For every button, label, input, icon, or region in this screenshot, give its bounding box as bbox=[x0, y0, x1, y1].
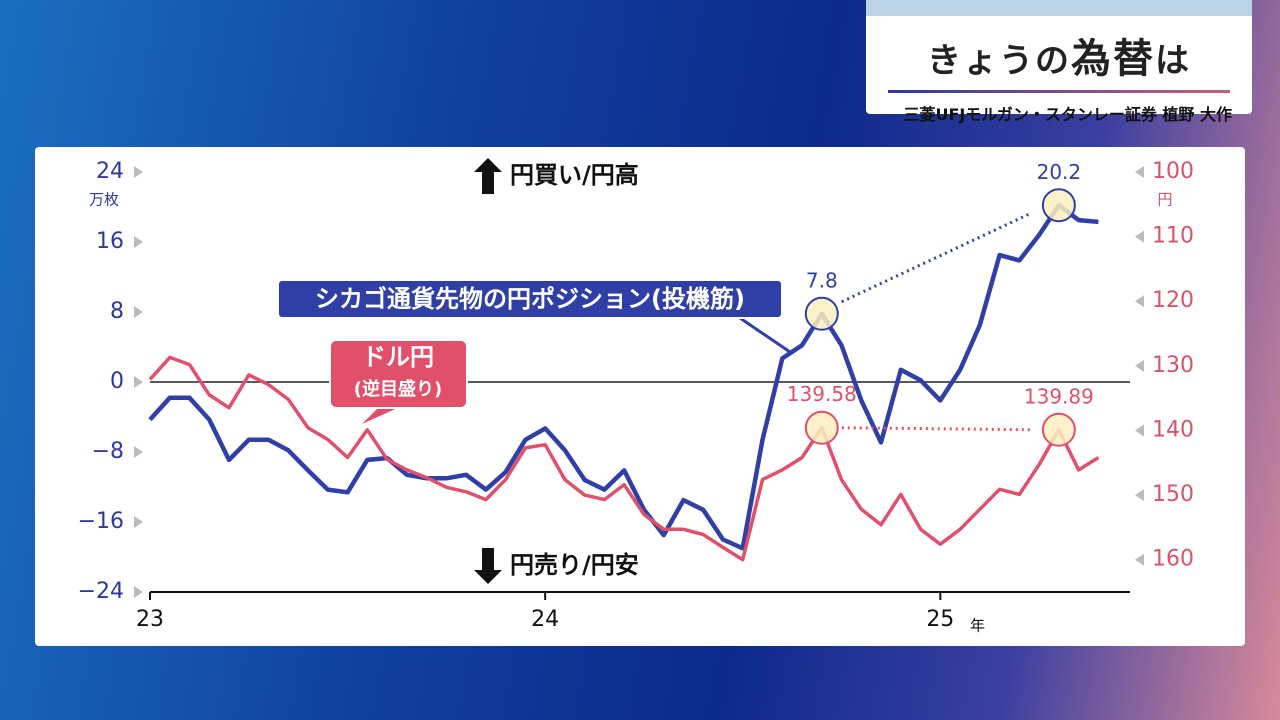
y-tick-mark bbox=[134, 586, 143, 598]
y-axis-unit: 万枚 bbox=[89, 191, 119, 209]
data-label: 7.8 bbox=[806, 268, 838, 292]
y-tick-mark bbox=[134, 516, 143, 528]
y2-tick-label: 100 bbox=[1152, 159, 1194, 184]
down-arrow bbox=[474, 548, 502, 584]
y-tick-mark bbox=[134, 166, 143, 178]
y2-tick-label: 110 bbox=[1152, 224, 1194, 249]
y2-tick-mark bbox=[1135, 553, 1144, 566]
series-label: シカゴ通貨先物の円ポジション(投機筋) bbox=[315, 285, 745, 313]
up-arrow bbox=[474, 158, 502, 194]
y2-tick-mark bbox=[1135, 359, 1144, 372]
highlight-circle bbox=[804, 410, 839, 445]
y2-tick-label: 120 bbox=[1152, 288, 1194, 313]
header-title: きょうの為替は bbox=[866, 26, 1252, 84]
series-label-box bbox=[277, 279, 783, 319]
chart-panel bbox=[35, 147, 1245, 646]
y-tick-mark bbox=[134, 306, 143, 318]
label-pointer bbox=[739, 316, 791, 354]
header-strip bbox=[866, 0, 1252, 16]
y2-tick-label: 150 bbox=[1152, 482, 1194, 507]
y2-tick-mark bbox=[1135, 489, 1144, 502]
y2-tick-label: 130 bbox=[1152, 353, 1194, 378]
y2-tick-mark bbox=[1135, 424, 1144, 437]
series-line bbox=[148, 203, 1099, 551]
data-label: 139.89 bbox=[1024, 384, 1094, 408]
y2-tick-mark bbox=[1135, 230, 1144, 243]
header-rule bbox=[888, 90, 1230, 93]
y-tick-mark bbox=[134, 376, 143, 388]
highlight-circle bbox=[1041, 188, 1076, 223]
y-tick-mark bbox=[134, 446, 143, 458]
header-speaker: 三菱UFJモルガン・スタンレー証券 植野 大作 bbox=[903, 105, 1232, 124]
title-part: 為替 bbox=[1071, 36, 1155, 82]
series-label: ドル円 bbox=[362, 343, 434, 371]
y-tick-label: 0 bbox=[110, 369, 124, 394]
y-tick-label: −8 bbox=[92, 439, 124, 464]
y2-tick-label: 140 bbox=[1152, 417, 1194, 442]
plot: −24 −16 −8 0 8 16 24 100 110 120 130 140 150 160 23 24 2… bbox=[78, 159, 1194, 632]
highlight-circle bbox=[1041, 412, 1076, 447]
y2-axis-unit: 円 bbox=[1157, 191, 1172, 209]
y-tick-mark bbox=[134, 236, 143, 248]
data-label: 20.2 bbox=[1037, 160, 1082, 184]
up-note: 円買い/円高 bbox=[510, 161, 639, 189]
title-part: は bbox=[1155, 41, 1191, 81]
x-tick-label: 23 bbox=[136, 607, 164, 632]
y-tick-label: −16 bbox=[78, 509, 124, 534]
y2-tick-mark bbox=[1135, 295, 1144, 308]
x-tick-label: 24 bbox=[531, 607, 559, 632]
title-part: きょうの bbox=[927, 41, 1071, 81]
y2-tick-mark bbox=[1135, 166, 1144, 178]
header: きょうの為替は 三菱UFJモルガン・スタンレー証券 植野 大作 bbox=[866, 0, 1252, 124]
y-tick-label: 16 bbox=[96, 229, 124, 254]
y-tick-label: 8 bbox=[110, 299, 124, 324]
y2-tick-label: 160 bbox=[1152, 547, 1194, 572]
data-label: 139.58 bbox=[787, 382, 857, 406]
highlight-circle bbox=[804, 296, 839, 331]
y-tick-label: −24 bbox=[78, 579, 124, 604]
x-axis-unit: 年 bbox=[970, 617, 985, 635]
down-note: 円売り/円安 bbox=[510, 551, 639, 579]
label-pointer bbox=[362, 406, 402, 424]
series-line bbox=[148, 355, 1100, 562]
y-tick-label: 24 bbox=[96, 159, 124, 184]
series-note: (逆目盛り) bbox=[354, 378, 442, 400]
series-label-box bbox=[329, 339, 468, 409]
x-tick-label: 25 bbox=[926, 607, 954, 632]
highlight-arrow bbox=[841, 426, 1031, 432]
